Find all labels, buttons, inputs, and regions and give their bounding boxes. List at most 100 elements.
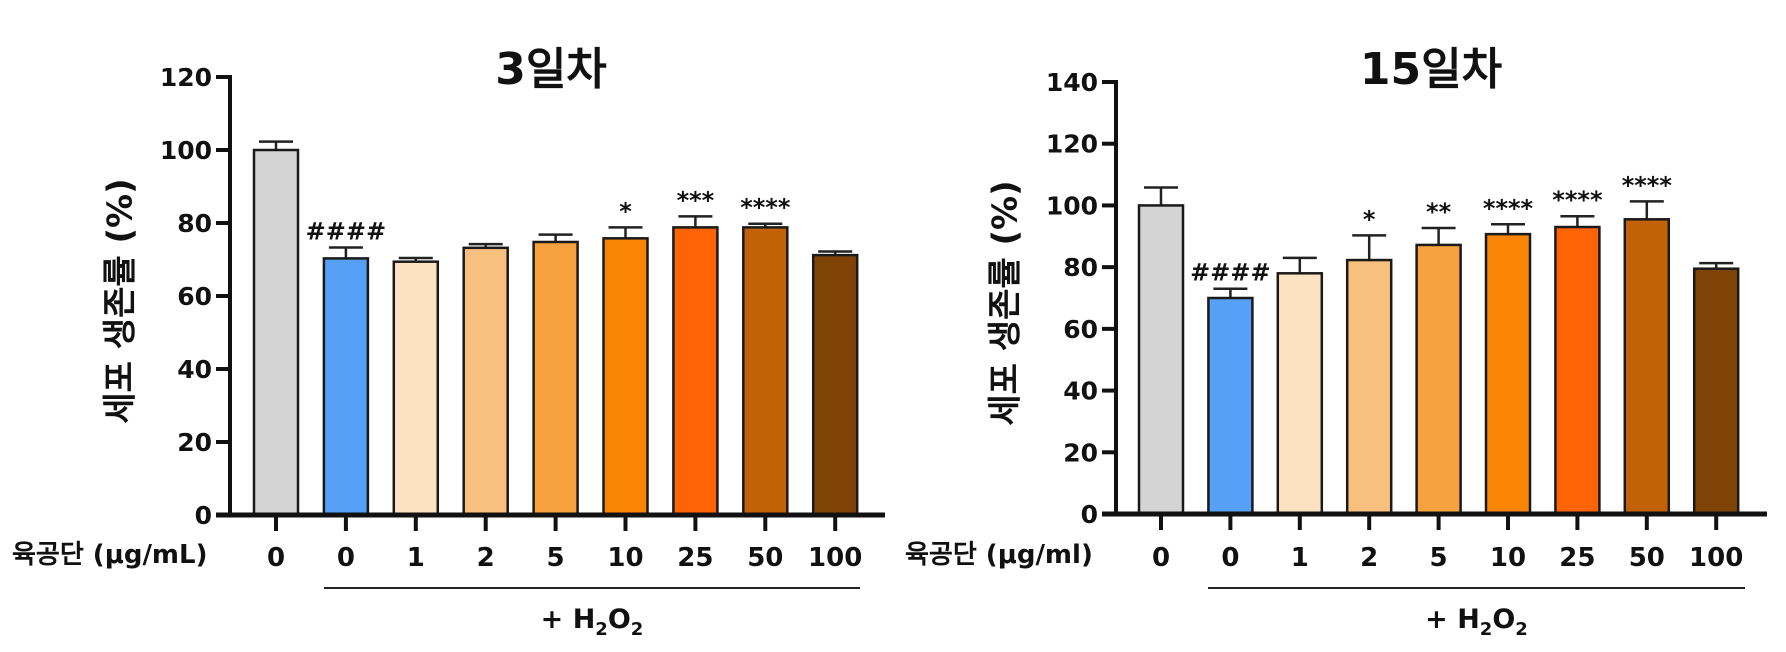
bar: **** [1483,194,1534,516]
significance-marker: **** [1483,194,1534,222]
bar [532,233,579,517]
y-axis-ticks: 0 20 40 60 80 100 120 [160,63,230,530]
x-axis-label: 육공단 (μg/ml) [905,540,1093,570]
bar-rect [252,148,300,517]
significance-marker: **** [1622,171,1673,199]
y-axis-ticks: 0 20 40 60 80 100 120 140 [1046,68,1116,529]
y-tick-label: 120 [1046,130,1098,159]
x-tick-label: 0 [1152,543,1170,573]
bar: **** [1622,171,1673,516]
x-tick-label: 0 [267,543,285,573]
x-tick-label: 50 [747,543,783,573]
treatment-bracket: + H2O2 [1208,587,1745,640]
y-tick-label: 80 [177,209,212,238]
y-tick-label: 60 [177,282,212,311]
x-tick-label: 100 [808,543,862,573]
bar-rect [811,253,859,517]
y-tick-label: 20 [1063,438,1098,467]
x-tick-label: 25 [1559,543,1595,573]
x-tick-label: 5 [547,543,565,573]
bar [252,140,300,517]
bar [392,256,440,517]
y-tick-label: 60 [1063,315,1098,344]
bar-rect [1137,204,1185,516]
x-axis-ticks: 0 0 1 2 5 10 25 50 100 [1152,514,1743,573]
bar-rect [532,240,579,517]
y-tick-label: 100 [1046,191,1098,220]
treatment-bracket: + H2O2 [324,587,860,640]
significance-marker: #### [1190,259,1270,287]
axes [216,75,885,518]
bar: #### [306,217,386,517]
y-tick-label: 0 [1081,500,1098,529]
x-tick-label: 1 [407,543,425,573]
bar-rect [742,226,789,517]
chart-title: 3일차 [495,44,607,95]
bar-rect [392,260,440,517]
bar-rect [1276,272,1324,516]
y-tick-label: 20 [177,428,212,457]
x-tick-label: 5 [1430,543,1448,573]
x-tick-label: 0 [1221,543,1239,573]
x-tick-label: 50 [1629,543,1665,573]
bar-rect [1692,267,1740,516]
chart-day15: 15일차 세포 생존률 (%) 육공단 (μg/ml) 020406080100… [905,44,1767,640]
y-tick-label: 120 [160,63,212,92]
bar-rect [1345,258,1393,516]
bar: **** [740,194,791,517]
x-tick-label: 10 [607,543,643,573]
bar-rect [1484,232,1532,516]
y-axis-label: 세포 생존률 (%) [986,180,1026,425]
bar: * [602,197,649,517]
bar-rect [1415,243,1462,516]
bar: #### [1190,259,1271,516]
x-axis-label: 육공단 (μg/mL) [12,540,207,570]
significance-marker: ** [1426,198,1452,226]
x-tick-label: 2 [1360,543,1378,573]
bar [462,242,509,517]
bar [811,250,859,517]
bar-series: ####* ** **** ******** [1137,171,1740,516]
bar: *** [672,186,719,517]
x-tick-label: 25 [677,543,713,573]
x-axis-ticks: 0 0 1 2 5 10 25 50 100 [267,515,862,573]
significance-marker: * [619,197,632,225]
y-tick-label: 100 [160,136,212,165]
bar: ** [1415,198,1462,516]
significance-marker: *** [677,186,715,214]
bar: * [1345,205,1393,516]
bar-rect [602,237,649,517]
significance-marker: **** [740,194,791,222]
treatment-label: + H2O2 [1425,604,1528,640]
y-tick-label: 40 [1063,377,1098,406]
y-tick-label: 0 [195,501,212,530]
x-tick-label: 0 [337,543,355,573]
significance-marker: #### [306,217,386,245]
bar-rect [672,226,719,517]
chart-day3: 3일차 세포 생존률 (%) 육공단 (μg/mL) 0204060801001… [12,44,885,640]
axes [1102,80,1767,517]
chart-title: 15일차 [1360,44,1502,95]
bar-series: ####* *** **** [252,140,859,517]
x-tick-label: 10 [1490,543,1526,573]
x-tick-label: 100 [1689,543,1743,573]
bar-rect [1207,296,1254,516]
y-tick-label: 80 [1063,253,1098,282]
significance-marker: * [1363,205,1376,233]
bar-rect [1623,218,1671,516]
bar [1276,256,1324,516]
bar-rect [322,257,370,517]
x-tick-label: 1 [1291,543,1309,573]
y-tick-label: 140 [1046,68,1098,97]
treatment-label: + H2O2 [541,604,644,640]
bar [1692,261,1740,516]
bar: **** [1552,186,1603,516]
significance-marker: **** [1552,186,1603,214]
bar-rect [1554,225,1601,516]
bar [1137,186,1185,516]
x-tick-label: 2 [477,543,495,573]
bar-rect [462,246,509,517]
y-tick-label: 40 [177,355,212,384]
